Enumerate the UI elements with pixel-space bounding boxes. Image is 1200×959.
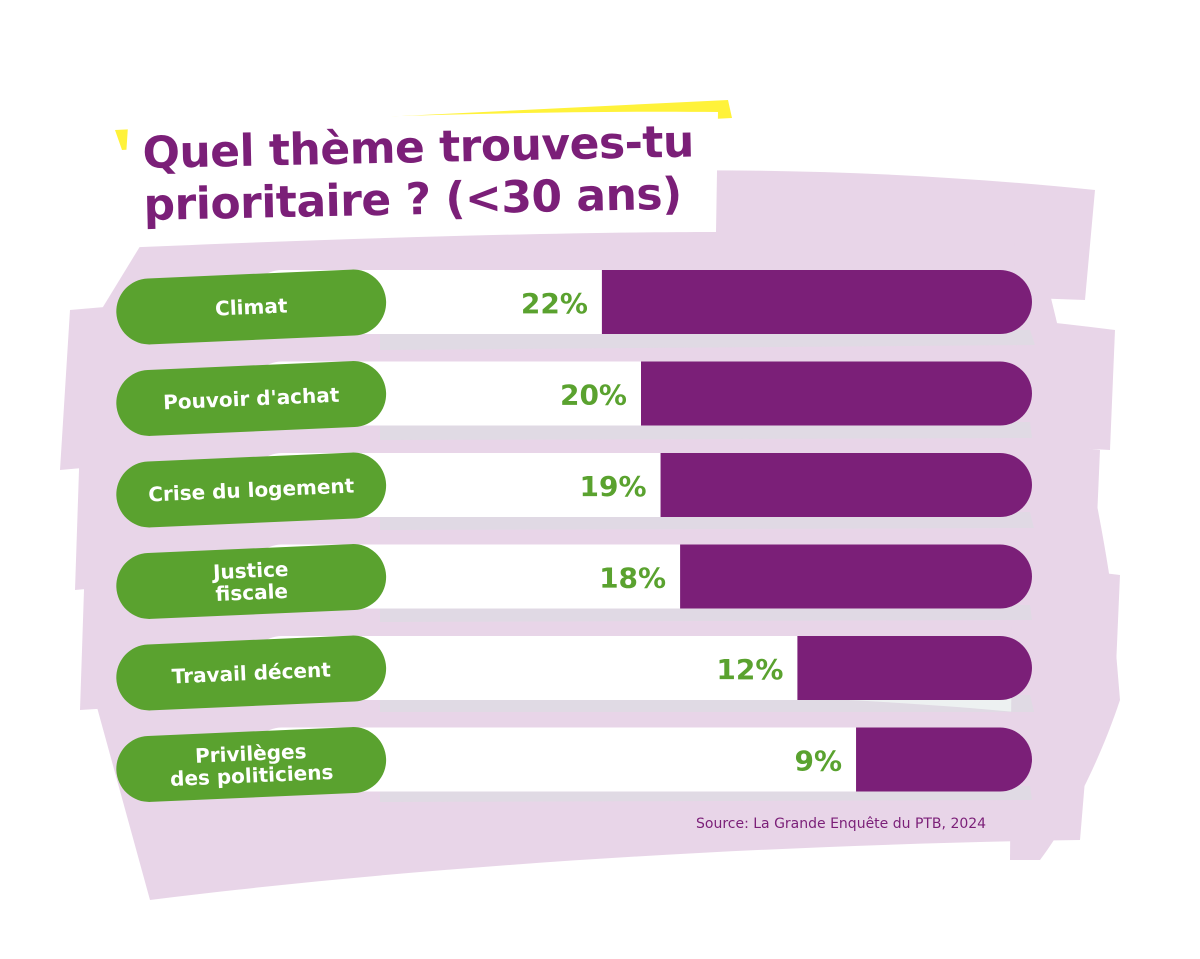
category-pill-shape — [116, 544, 387, 619]
bar — [680, 544, 1032, 609]
data-label: 19% — [580, 470, 647, 503]
category-pill: Crise du logement — [116, 452, 387, 528]
category-label: Justice — [211, 557, 289, 584]
bar-row: 19% Crise du logement — [116, 452, 1032, 528]
category-label: Climat — [215, 293, 289, 320]
bar — [660, 453, 1032, 517]
category-pill-shape — [116, 635, 387, 711]
data-label: 18% — [599, 562, 666, 595]
category-label: fiscale — [215, 579, 288, 606]
category-pill-shape — [116, 452, 387, 528]
title-backdrop — [120, 111, 718, 248]
source-note: Source: La Grande Enquête du PTB, 2024 — [696, 816, 987, 832]
bar-row: 20% Pouvoir d'achat — [116, 361, 1032, 436]
category-label: Privilèges — [195, 739, 307, 768]
bar — [797, 636, 1032, 700]
bar — [641, 361, 1032, 426]
category-pill: Travail décent — [116, 635, 387, 711]
bar — [601, 270, 1032, 334]
bar — [856, 727, 1032, 792]
data-label: 9% — [795, 745, 843, 778]
category-pill-shape — [116, 727, 387, 802]
bar-track — [250, 727, 1032, 792]
data-label: 12% — [716, 653, 783, 686]
category-pill: Climat — [116, 269, 387, 345]
category-pill-shape — [116, 269, 387, 345]
data-label: 22% — [521, 287, 588, 320]
bar-row: 22% Climat — [116, 269, 1032, 345]
data-label: 20% — [560, 379, 627, 412]
category-pill-shape — [116, 361, 387, 436]
bar-row: 12% Travail décent — [116, 635, 1032, 711]
category-pill: Pouvoir d'achat — [116, 361, 387, 436]
